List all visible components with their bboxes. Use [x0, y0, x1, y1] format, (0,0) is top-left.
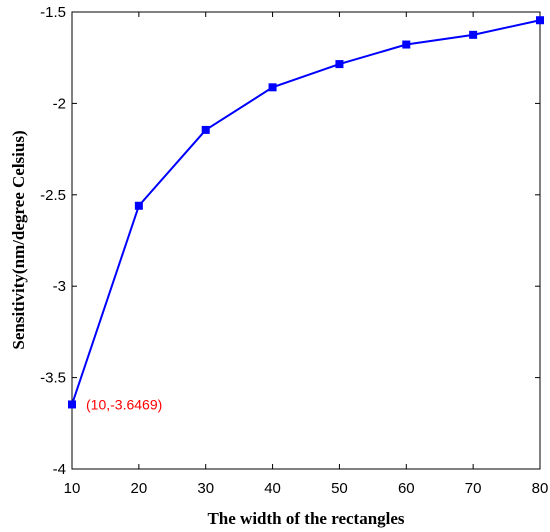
x-tick-label: 30	[197, 480, 214, 497]
data-point-marker	[134, 201, 143, 210]
data-point-marker	[268, 83, 277, 92]
x-tick-label: 80	[532, 480, 549, 497]
y-tick-label: -3	[53, 278, 66, 295]
y-tick-label: -1.5	[40, 4, 66, 21]
x-tick-label: 70	[465, 480, 482, 497]
x-tick-label: 60	[398, 480, 415, 497]
y-axis-ticks: -1.5 -2 -2.5 -3 -3.5 -4	[40, 4, 540, 478]
x-tick-label: 50	[331, 480, 348, 497]
data-point-marker	[201, 125, 210, 134]
y-axis-label: Sensitivity(nm/degree Celsius)	[9, 130, 28, 349]
x-tick-label: 20	[131, 480, 148, 497]
x-axis-ticks: 10 20 30 40 50 60 70 80	[64, 12, 549, 497]
series-line	[71, 19, 541, 405]
data-point-marker	[402, 40, 411, 49]
data-point-marker	[68, 400, 76, 409]
y-tick-label: -2.5	[40, 187, 66, 204]
data-point-marker	[536, 16, 544, 25]
data-point-marker	[469, 30, 478, 39]
series-layer	[68, 16, 544, 409]
y-tick-label: -3.5	[40, 370, 66, 387]
x-axis-label: The width of the rectangles	[207, 509, 404, 528]
x-tick-label: 40	[264, 480, 281, 497]
x-tick-label: 10	[64, 480, 81, 497]
y-tick-label: -4	[53, 461, 66, 478]
y-tick-label: -2	[53, 95, 66, 112]
data-point-annotation: (10,-3.6469)	[86, 396, 162, 412]
data-point-marker	[335, 60, 344, 69]
plot-area	[71, 11, 541, 470]
annotation-layer: (10,-3.6469)	[86, 396, 162, 412]
